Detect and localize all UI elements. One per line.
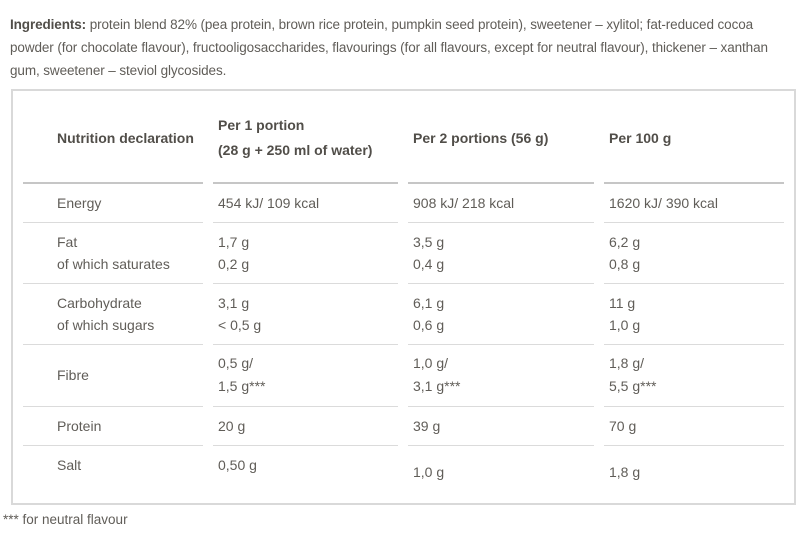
cell-per-2-portions: 3,5 g 0,4 g: [408, 223, 594, 284]
value-line: 11 g: [609, 295, 636, 311]
cell-per-2-portions: 1,0 g: [413, 464, 445, 480]
cell-per-2-portions: 908 kJ/ 218 kcal: [408, 184, 594, 223]
row-label-sub: of which saturates: [57, 255, 170, 272]
table-row-protein: Protein 20 g 39 g 70 g: [23, 407, 784, 446]
value-line: < 0,5 g: [218, 316, 262, 333]
row-label: Protein: [23, 407, 203, 446]
cell-per-100g: 70 g: [604, 407, 784, 446]
table-row-salt: Salt 0,50 g 1,0 g 1,8 g: [23, 446, 784, 503]
header-per-2-portions: Per 2 portions (56 g): [408, 91, 594, 184]
value-line: 1,0 g/: [413, 355, 449, 371]
value-line: 6,1 g: [413, 295, 445, 311]
cell-per-1-portion: 3,1 g < 0,5 g: [213, 284, 398, 345]
header-nutrition-declaration: Nutrition declaration: [23, 91, 203, 184]
value-line: 0,2 g: [218, 255, 250, 272]
row-label-main: Carbohydrate: [57, 295, 142, 311]
value-line: 0,5 g/: [218, 355, 254, 371]
cell-per-100g: 6,2 g 0,8 g: [604, 223, 784, 284]
value-line: 1,8 g/: [609, 355, 645, 371]
cell-per-1-portion: 0,5 g/ 1,5 g***: [213, 345, 398, 407]
row-label: Fat of which saturates: [23, 223, 203, 284]
value-line: 3,5 g: [413, 234, 445, 250]
ingredients-label: Ingredients:: [10, 17, 87, 32]
value-line: 1,0 g: [609, 316, 641, 333]
value-line: 1,7 g: [218, 234, 250, 250]
value-line: 6,2 g: [609, 234, 641, 250]
header-per-1-portion-line1: Per 1 portion: [218, 117, 305, 133]
cell-per-2-portions: 1,0 g/ 3,1 g***: [408, 345, 594, 407]
nutrition-table: Nutrition declaration Per 1 portion (28 …: [11, 89, 796, 505]
table-header-row: Nutrition declaration Per 1 portion (28 …: [23, 91, 784, 184]
product-nutrition-section: Ingredients: protein blend 82% (pea prot…: [0, 13, 809, 529]
cell-per-100g: 1,8 g: [609, 464, 641, 480]
cell-per-1-portion: 0,50 g: [218, 457, 257, 473]
row-label: Salt: [57, 457, 82, 473]
row-label: Fibre: [23, 345, 203, 407]
ingredients-text: protein blend 82% (pea protein, brown ri…: [10, 17, 768, 78]
cell-per-1-portion: 20 g: [213, 407, 398, 446]
table-row-fibre: Fibre 0,5 g/ 1,5 g*** 1,0 g/ 3,1 g*** 1,…: [23, 345, 784, 407]
table-row-energy: Energy 454 kJ/ 109 kcal 908 kJ/ 218 kcal…: [23, 184, 784, 223]
cell-per-100g: 11 g 1,0 g: [604, 284, 784, 345]
value-line: 0,6 g: [413, 316, 445, 333]
header-per-100g: Per 100 g: [604, 91, 784, 184]
header-per-1-portion-line2: (28 g + 250 ml of water): [218, 142, 373, 158]
row-label-sub: of which sugars: [57, 316, 155, 333]
row-label-main: Fat: [57, 234, 78, 250]
cell-per-2-portions: 39 g: [408, 407, 594, 446]
table-row-fat: Fat of which saturates 1,7 g 0,2 g 3,5 g…: [23, 223, 784, 284]
table-row-carbohydrate: Carbohydrate of which sugars 3,1 g < 0,5…: [23, 284, 784, 345]
cell-per-2-portions: 6,1 g 0,6 g: [408, 284, 594, 345]
cell-per-1-portion: 1,7 g 0,2 g: [213, 223, 398, 284]
row-label: Carbohydrate of which sugars: [23, 284, 203, 345]
footnote-neutral-flavour: *** for neutral flavour: [3, 512, 128, 527]
value-line: 3,1 g: [218, 295, 250, 311]
value-line: 0,4 g: [413, 255, 445, 272]
value-line: 0,8 g: [609, 255, 641, 272]
cell-per-100g: 1,8 g/ 5,5 g***: [604, 345, 784, 407]
value-line: 3,1 g***: [413, 378, 461, 394]
header-per-1-portion: Per 1 portion (28 g + 250 ml of water): [213, 91, 398, 184]
value-line: 5,5 g***: [609, 378, 657, 394]
cell-per-100g: 1620 kJ/ 390 kcal: [604, 184, 784, 223]
cell-per-1-portion: 454 kJ/ 109 kcal: [213, 184, 398, 223]
row-label: Energy: [23, 184, 203, 223]
value-line: 1,5 g***: [218, 378, 266, 394]
ingredients-paragraph: Ingredients: protein blend 82% (pea prot…: [10, 13, 798, 82]
